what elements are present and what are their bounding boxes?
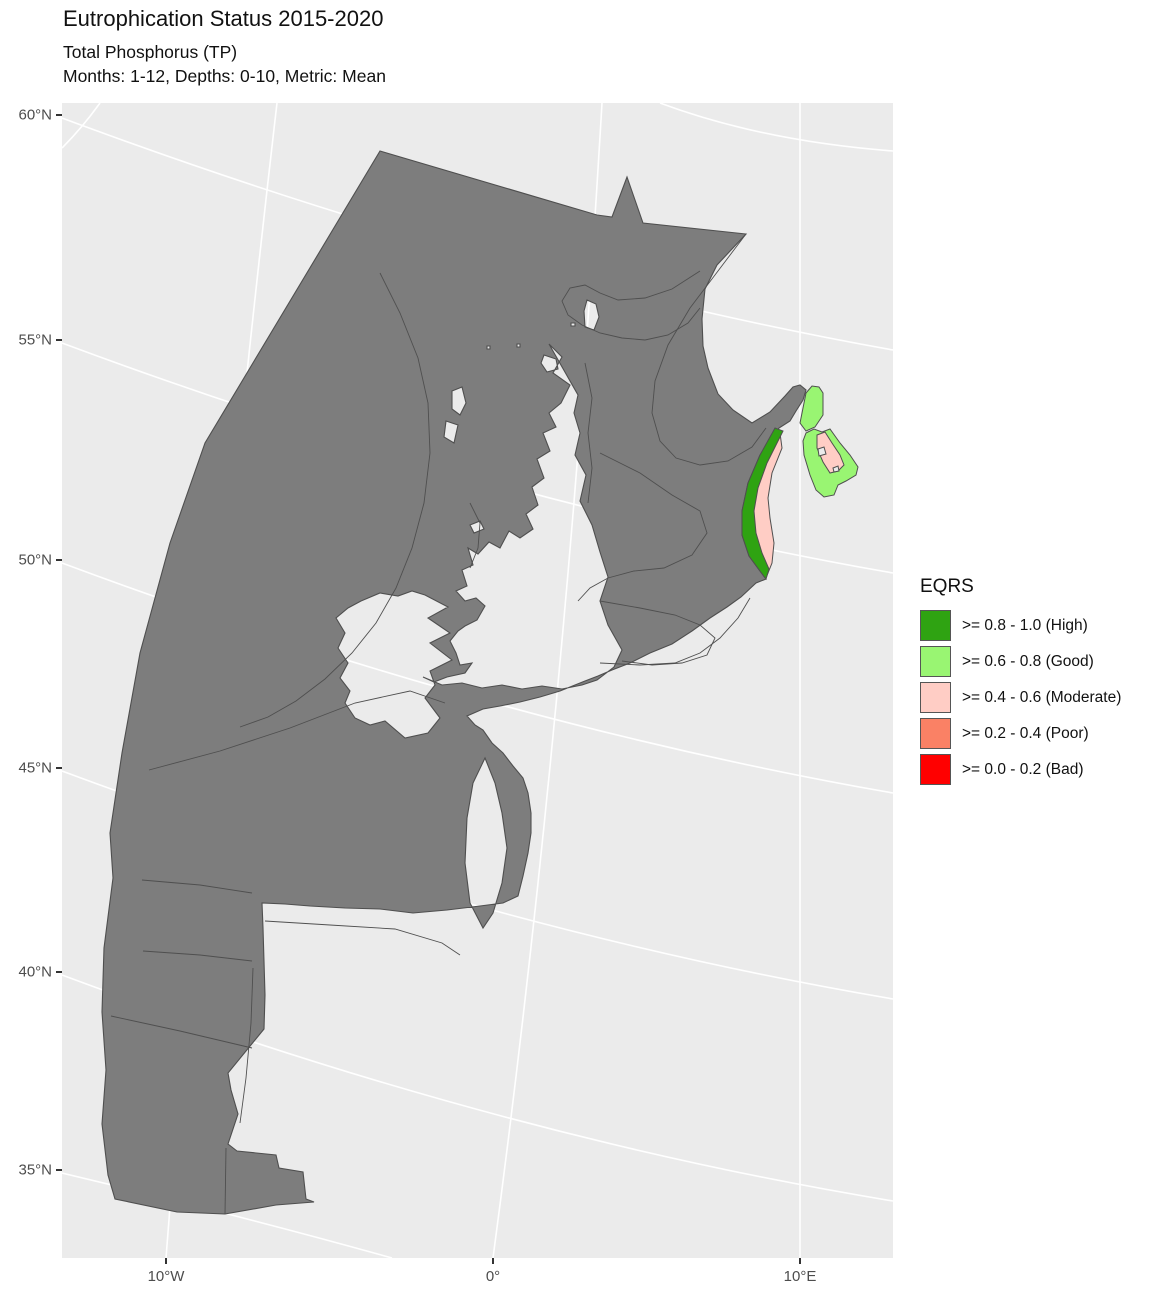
y-axis-label-45N: 45°N [18,759,52,777]
y-axis-label-55N: 55°N [18,331,52,349]
x-axis-label-10E: 10°E [783,1268,817,1285]
region-good-skagerrak-wedge [799,385,824,432]
x-axis-label-10W: 10°W [147,1268,185,1285]
legend-swatch-poor [920,718,951,749]
y-tick-mark [56,971,62,973]
legend: EQRS >= 0.8 - 1.0 (High) >= 0.6 - 0.8 (G… [920,576,1165,790]
y-tick-mark [56,114,62,116]
subtitle-variable: Total Phosphorus (TP) [63,42,238,62]
legend-item-poor: >= 0.2 - 0.4 (Poor) [920,718,1165,749]
legend-label-moderate: >= 0.4 - 0.6 (Moderate) [962,688,1122,706]
parallel-35N [62,1172,393,1258]
island-hole-small [832,465,840,473]
y-tick-mark [56,339,62,341]
map-panel [62,103,893,1258]
legend-item-good: >= 0.6 - 0.8 (Good) [920,646,1165,677]
legend-label-high: >= 0.8 - 1.0 (High) [962,616,1088,634]
x-tick-mark [492,1258,494,1264]
legend-label-bad: >= 0.0 - 0.2 (Bad) [962,760,1084,778]
y-axis-label-40N: 40°N [18,963,52,981]
region-high-danish-coast [741,427,784,581]
subregion-boundary-lines [110,233,767,1215]
legend-label-poor: >= 0.2 - 0.4 (Poor) [962,724,1089,742]
legend-title: EQRS [920,576,974,597]
subtitle-settings: Months: 1-12, Depths: 0-10, Metric: Mean [63,66,386,86]
y-axis-label-60N: 60°N [18,106,52,124]
x-tick-mark [799,1258,801,1264]
x-tick-mark [165,1258,167,1264]
y-axis-label-50N: 50°N [18,551,52,569]
y-tick-mark [56,559,62,561]
legend-item-high: >= 0.8 - 1.0 (High) [920,610,1165,641]
y-axis-label-35N: 35°N [18,1161,52,1179]
legend-item-moderate: >= 0.4 - 0.6 (Moderate) [920,682,1165,713]
legend-swatch-good [920,646,951,677]
island-hole-zealand [817,446,827,457]
page-title: Eutrophication Status 2015-2020 [63,6,384,31]
y-tick-mark [56,767,62,769]
x-axis-label-0: 0° [485,1268,501,1285]
parallel-65N [659,103,893,152]
meridian-20W [62,103,101,149]
eutrophication-map [62,103,893,1258]
legend-item-bad: >= 0.0 - 0.2 (Bad) [920,754,1165,785]
legend-swatch-high [920,610,951,641]
legend-swatch-moderate [920,682,951,713]
legend-swatch-bad [920,754,951,785]
y-tick-mark [56,1169,62,1171]
legend-label-good: >= 0.6 - 0.8 (Good) [962,652,1094,670]
